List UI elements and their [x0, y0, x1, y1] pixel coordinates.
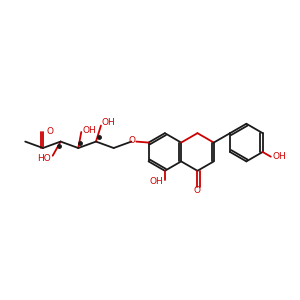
Text: HO: HO: [37, 154, 51, 163]
Text: OH: OH: [273, 152, 286, 161]
Text: OH: OH: [102, 118, 116, 127]
Text: O: O: [194, 186, 201, 195]
Text: OH: OH: [149, 177, 163, 186]
Text: O: O: [129, 136, 136, 145]
Text: OH: OH: [82, 125, 96, 134]
Text: O: O: [46, 127, 53, 136]
